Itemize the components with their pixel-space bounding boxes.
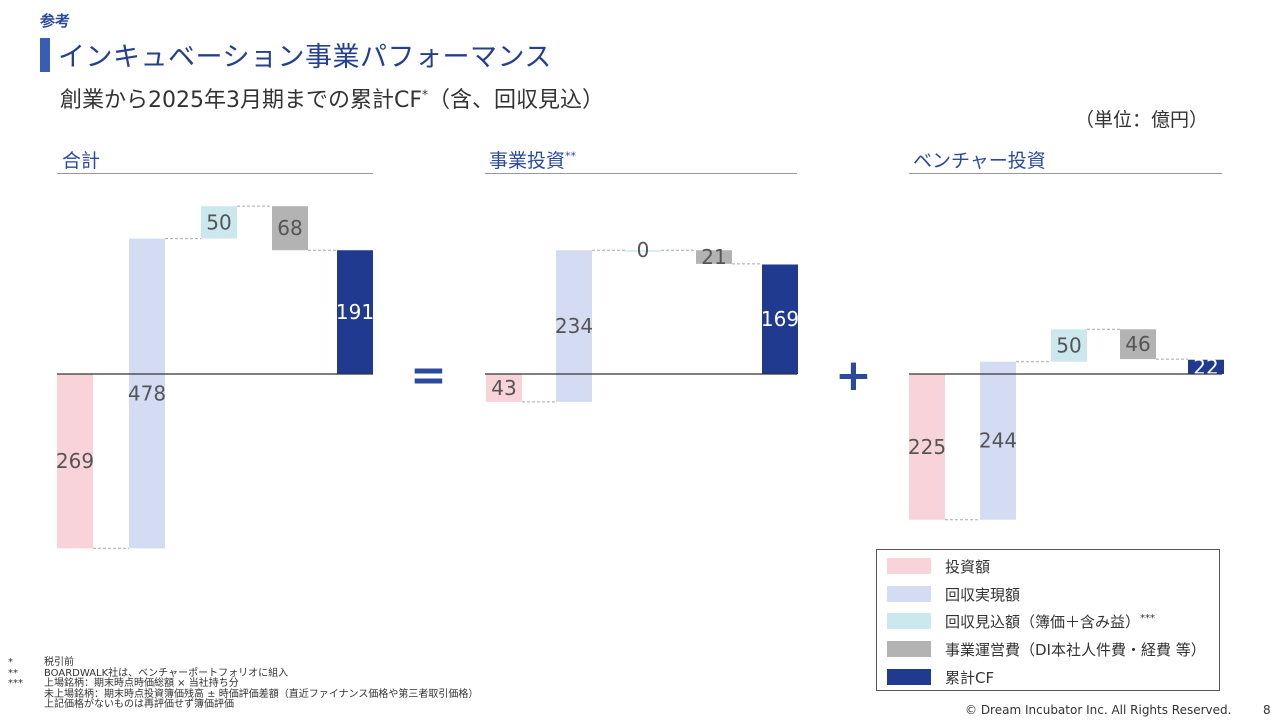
data-label-recovery-expected: 50 <box>1056 333 1081 357</box>
bar-recovery-realized <box>129 238 165 549</box>
legend-item-investment: 投資額 <box>887 556 990 576</box>
footnote-text: BOARDWALK社は、ベンチャーポートフォリオに組入 <box>44 667 289 679</box>
legend-swatch <box>887 641 931 657</box>
bar-investment <box>486 374 522 402</box>
data-label-operating-cost: 68 <box>277 216 302 240</box>
reference-tag: 参考 <box>40 12 71 30</box>
legend-label: 回収見込額（簿価＋含み益）*** <box>945 611 1155 632</box>
footnote-text: 上場銘柄：期末時点時価総額 × 当社持ち分 <box>44 678 239 689</box>
bar-operating-cost <box>272 206 308 251</box>
subtitle-text: 創業から2025年3月期までの累計CF <box>60 88 423 113</box>
legend-swatch <box>887 613 931 629</box>
legend-swatch <box>887 586 931 602</box>
panel-underline-business <box>485 173 797 174</box>
bar-operating-cost <box>696 250 732 264</box>
footnotes: * 税引前 ** BOARDWALK社は、ベンチャーポートフォリオに組入 *** 上場… <box>8 657 479 711</box>
bar-recovery-expected <box>201 206 237 239</box>
footnote-mark: ** <box>8 667 18 679</box>
panel-underline-total <box>57 173 373 174</box>
unit-label: （単位：億円） <box>1074 109 1208 131</box>
bar-cumulative-cf <box>1188 359 1224 374</box>
legend: 投資額 回収実現額 回収見込額（簿価＋含み益）*** 事業運営費（DI本社人件費… <box>876 549 1220 691</box>
subtitle-suffix: （含、回収見込） <box>428 88 605 113</box>
footnote-text: 未上場銘柄：期末時点投資簿価残高 ± 時価評価差額（直近ファイナンス価格や第三者… <box>44 688 479 700</box>
data-label-investment: 269 <box>56 449 94 473</box>
data-label-operating-cost: 46 <box>1125 332 1150 356</box>
footnote-mark: *** <box>8 678 23 689</box>
legend-item-recovery-expected: 回収見込額（簿価＋含み益）*** <box>887 611 1155 631</box>
panel-title-business: 事業投資** <box>489 146 576 173</box>
panel-underline-venture <box>909 173 1222 174</box>
data-label-recovery-realized: 234 <box>555 314 593 338</box>
data-label-recovery-expected: 0 <box>637 238 650 262</box>
title-accent-bar <box>40 38 50 72</box>
footnote: ** BOARDWALK社は、ベンチャーポートフォリオに組入 <box>8 667 478 680</box>
bar-recovery-expected <box>625 250 661 252</box>
legend-item-operating-cost: 事業運営費（DI本社人件費・経費 等） <box>887 639 1206 659</box>
footnote-mark <box>8 690 44 701</box>
legend-label: 累計CF <box>945 668 995 687</box>
bar-recovery-realized <box>556 250 592 402</box>
bar-operating-cost <box>1120 329 1156 360</box>
page-subtitle: 創業から2025年3月期までの累計CF*（含、回収見込） <box>60 82 604 114</box>
legend-swatch <box>887 669 931 685</box>
bar-recovery-expected <box>1051 329 1087 362</box>
data-label-recovery-realized: 244 <box>979 429 1017 453</box>
footnote-text: 上記価格がないものは再評価せず簿価評価 <box>44 699 234 710</box>
panel-title-business-mark: ** <box>565 149 577 163</box>
subtitle-mark: * <box>422 87 429 102</box>
data-label-cumulative-cf: 22 <box>1193 355 1218 379</box>
legend-label: 事業運営費（DI本社人件費・経費 等） <box>945 640 1206 659</box>
legend-label-text: 回収見込額（簿価＋含み益） <box>945 612 1141 631</box>
data-label-investment: 43 <box>491 376 516 400</box>
panel-title-venture: ベンチャー投資 <box>913 150 1046 172</box>
bar-recovery-realized <box>980 361 1016 520</box>
legend-label-mark: *** <box>1140 612 1156 624</box>
equals-sign: = <box>410 350 447 401</box>
bar-cumulative-cf <box>337 250 373 374</box>
bar-investment <box>57 374 93 549</box>
data-label-investment: 225 <box>908 435 946 459</box>
bar-cumulative-cf <box>762 264 798 374</box>
copyright: © Dream Incubator Inc. All Rights Reserv… <box>965 703 1232 717</box>
footnote: 上記価格がないものは再評価せず簿価評価 <box>8 699 478 711</box>
data-label-cumulative-cf: 169 <box>761 307 799 331</box>
bar-investment <box>909 374 945 520</box>
footnote: * 税引前 <box>8 657 478 669</box>
panel-title-business-text: 事業投資 <box>489 150 566 172</box>
page-title: インキュベーション事業パフォーマンス <box>58 42 552 73</box>
waterfall-chart-business: 43 234 0 21 169 <box>485 238 799 403</box>
data-label-cumulative-cf: 191 <box>336 300 374 324</box>
legend-item-cumulative-cf: 累計CF <box>887 667 994 687</box>
footnote-mark: * <box>8 657 13 668</box>
footnote: *** 上場銘柄：期末時点時価総額 × 当社持ち分 <box>8 678 478 690</box>
legend-item-recovery-realized: 回収実現額 <box>887 584 1020 604</box>
waterfall-chart-total: 269 478 50 68 191 <box>56 205 374 549</box>
legend-label: 回収実現額 <box>945 585 1021 604</box>
legend-label: 投資額 <box>945 557 991 576</box>
legend-swatch <box>887 558 931 574</box>
footnote-text: 税引前 <box>44 657 74 668</box>
page-number: 8 <box>1263 703 1271 717</box>
footnote-mark <box>8 700 44 711</box>
data-label-recovery-realized: 478 <box>128 381 166 405</box>
data-label-recovery-expected: 50 <box>206 210 231 234</box>
data-label-operating-cost: 21 <box>701 245 726 269</box>
plus-sign: + <box>835 350 872 401</box>
waterfall-chart-venture: 225 244 50 46 22 <box>908 328 1224 521</box>
panel-title-total: 合計 <box>62 150 101 172</box>
footnote: 未上場銘柄：期末時点投資簿価残高 ± 時価評価差額（直近ファイナンス価格や第三者… <box>8 688 479 701</box>
